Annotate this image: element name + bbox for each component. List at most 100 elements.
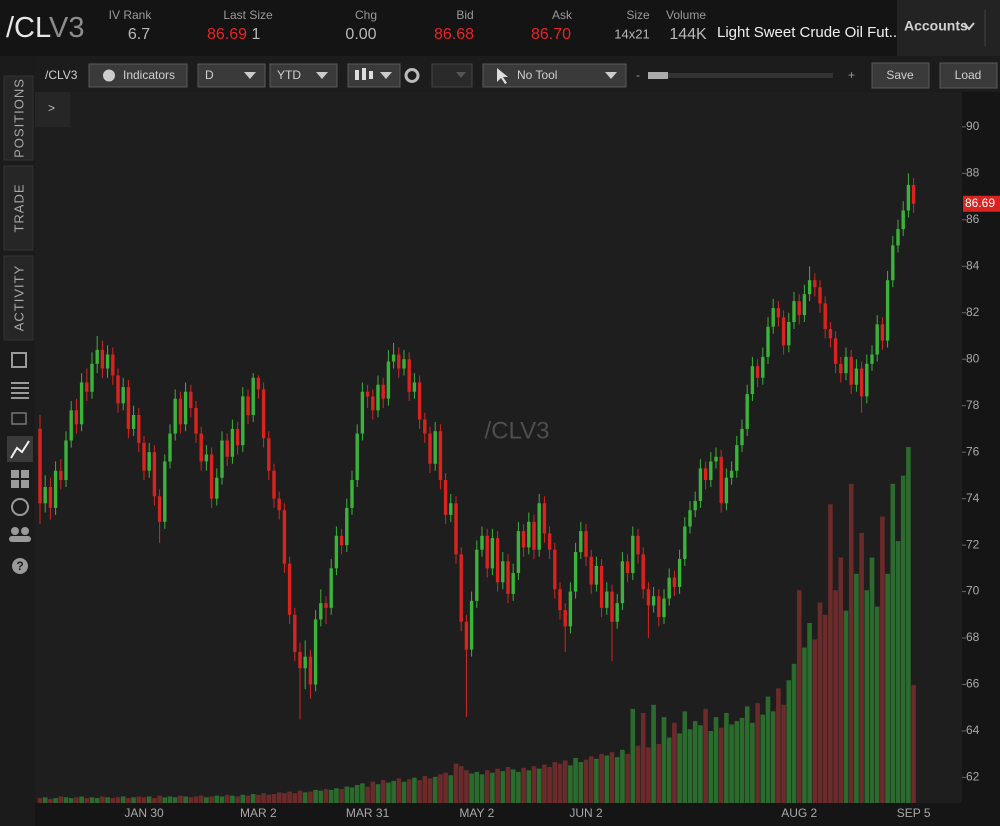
icon-help[interactable] — [12, 558, 28, 574]
tool-label[interactable]: No Tool — [517, 68, 557, 82]
candle-body — [339, 535, 344, 546]
volume-bar — [583, 759, 589, 803]
candle-body — [407, 359, 411, 392]
dropdown-arrow — [605, 72, 617, 79]
candle-body — [397, 354, 401, 369]
range-label[interactable]: YTD — [277, 68, 301, 82]
icon-tv[interactable] — [11, 412, 27, 425]
y-tick-label: 80 — [966, 351, 980, 365]
expand-button[interactable] — [35, 92, 70, 127]
chart-type-select[interactable] — [347, 63, 401, 88]
candle-body — [121, 387, 125, 404]
volume-bar — [848, 483, 854, 803]
icon-monitor[interactable] — [11, 352, 27, 368]
icon-gauge[interactable] — [11, 498, 29, 516]
candle-body — [657, 596, 661, 618]
volume-bar — [198, 795, 204, 803]
y-tick-label: 70 — [966, 584, 980, 598]
load-label[interactable]: Load — [955, 68, 982, 82]
indicators-label[interactable]: Indicators — [123, 68, 175, 82]
volume-bar — [349, 787, 355, 803]
last-price-box — [963, 195, 1000, 212]
y-tick-label: 64 — [966, 723, 980, 737]
icon-list[interactable] — [11, 382, 29, 399]
volume-bar — [692, 721, 698, 803]
indicators-button[interactable] — [88, 63, 188, 88]
sidebar-tab[interactable] — [3, 75, 34, 161]
sidebar-tab-label[interactable]: ACTIVITY — [11, 265, 26, 332]
candle-body — [469, 600, 474, 650]
tool-select[interactable] — [482, 63, 627, 88]
candle-body — [667, 577, 671, 599]
aggregation-label[interactable]: D — [205, 68, 214, 82]
range-select[interactable] — [269, 63, 338, 88]
y-tick-label: 74 — [966, 491, 980, 505]
field-size: 1 — [252, 26, 261, 43]
volume-bar — [89, 797, 95, 803]
volume-bar — [204, 797, 209, 803]
icon-grid[interactable] — [11, 470, 29, 488]
candle-body — [319, 603, 323, 620]
icon-people[interactable] — [9, 527, 31, 542]
accounts-bg[interactable] — [897, 0, 1000, 56]
volume-bar — [620, 749, 625, 803]
field-value: 6.7 — [128, 26, 150, 43]
expand-label[interactable]: > — [48, 101, 55, 115]
candle-body — [173, 398, 177, 434]
volume-bar — [677, 733, 682, 803]
dropdown-arrow — [456, 72, 466, 78]
volume-bar — [323, 789, 329, 803]
candle-body — [823, 303, 827, 329]
candle-body — [589, 556, 593, 585]
candle-body — [433, 431, 437, 464]
candle-body — [745, 394, 749, 429]
x-tick-label: AUG 2 — [781, 806, 817, 820]
load-button[interactable] — [939, 62, 998, 89]
volume-bar — [287, 791, 292, 803]
volume-bar — [183, 796, 188, 803]
y-tick-label: 68 — [966, 630, 980, 644]
volume-bar — [313, 789, 318, 803]
candle-body — [402, 359, 406, 369]
sidebar-tab[interactable] — [3, 165, 34, 251]
volume-bar — [474, 771, 480, 803]
icon-chart-active[interactable] — [7, 436, 33, 462]
volume-bar — [365, 786, 370, 803]
volume-bar — [822, 614, 828, 803]
volume-bar — [505, 766, 511, 803]
zoom-slider[interactable] — [648, 73, 833, 78]
volume-bar — [661, 717, 667, 803]
candle-body — [662, 598, 666, 618]
volume-bar — [375, 784, 381, 803]
volume-bar — [869, 557, 875, 803]
volume-bar — [562, 760, 568, 803]
candle-body — [95, 349, 99, 364]
candle-body — [79, 382, 84, 425]
candle-body — [74, 410, 79, 425]
candle-body — [59, 470, 63, 481]
volume-bar — [802, 647, 807, 803]
volume-bar — [864, 590, 870, 803]
volume-bar — [172, 797, 178, 803]
candle-body — [204, 454, 209, 462]
zoom-in[interactable]: + — [848, 68, 855, 82]
volume-bar — [791, 663, 797, 803]
accounts-button[interactable]: Accounts — [904, 18, 968, 34]
volume-bar — [755, 703, 760, 803]
sidebar-tab-label[interactable]: TRADE — [11, 183, 26, 232]
settings-icon[interactable] — [404, 68, 420, 83]
candle-body — [521, 531, 526, 548]
volume-bar — [448, 775, 454, 803]
sidebar-tab[interactable] — [3, 255, 34, 341]
volume-bar — [531, 766, 537, 803]
aggregation-select[interactable] — [197, 63, 266, 88]
save-button[interactable] — [871, 62, 930, 89]
volume-bar — [776, 688, 781, 803]
volume-bar — [458, 766, 464, 803]
sidebar-tab-label[interactable]: POSITIONS — [11, 78, 26, 158]
zoom-out[interactable]: - — [636, 68, 640, 82]
zoom-thumb[interactable] — [648, 72, 668, 79]
save-label[interactable]: Save — [886, 68, 914, 82]
volume-bar — [386, 782, 391, 803]
volume-bar — [495, 768, 500, 803]
